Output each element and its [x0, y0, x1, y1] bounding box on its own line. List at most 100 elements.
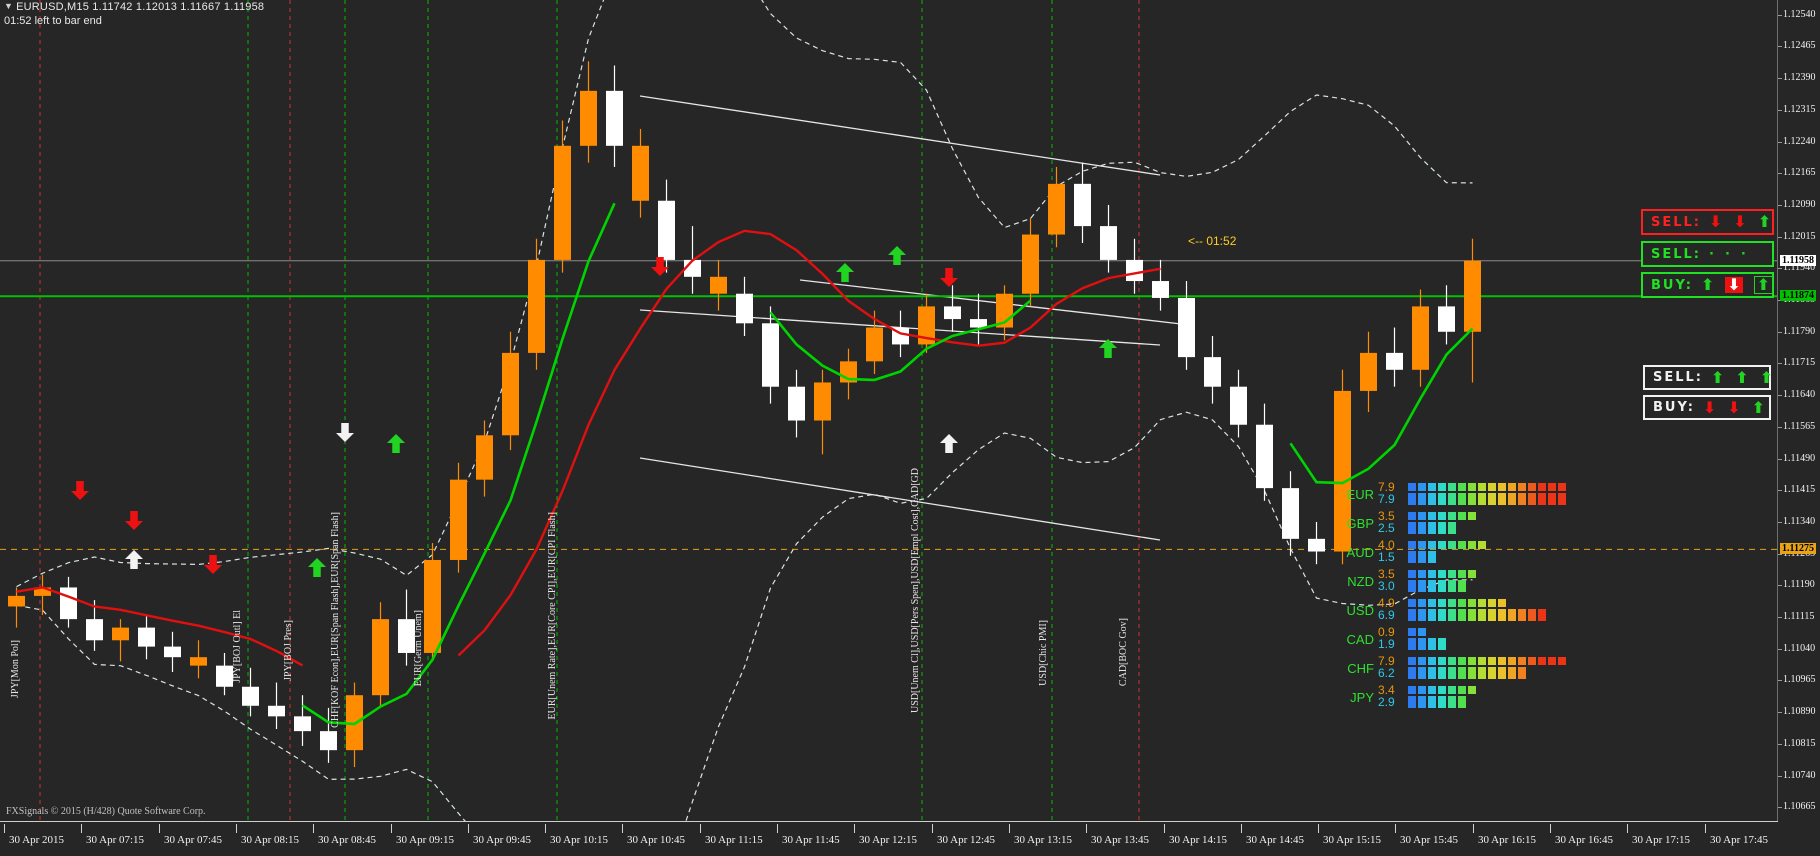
news-event-label: EUR[Germ Unem] — [413, 610, 424, 687]
price-tick — [1778, 427, 1782, 428]
meter-segment — [1408, 638, 1416, 650]
news-event-label: JPY[Mon Pol] — [10, 640, 21, 699]
currency-bar-top — [1408, 657, 1566, 665]
time-tick — [1395, 824, 1396, 833]
time-tick — [81, 824, 82, 833]
candle-body — [1126, 259, 1143, 282]
currency-value-top: 3.4 — [1378, 683, 1395, 697]
meter-segment — [1418, 599, 1426, 607]
currency-value-top: 4.0 — [1378, 538, 1395, 552]
signal-box-sell-white[interactable]: SELL: ⬆ ⬆ ⬆ — [1643, 365, 1773, 390]
currency-value-bottom: 1.5 — [1378, 550, 1395, 564]
meter-segment — [1428, 512, 1436, 520]
candle-body — [86, 619, 103, 641]
meter-segment — [1538, 493, 1546, 505]
price-tick-label: 1.12090 — [1783, 199, 1816, 210]
arrow-up-icon: ⬆ — [1700, 275, 1715, 294]
arrow-down-icon: ⬇ — [1733, 212, 1747, 231]
meter-segment — [1438, 483, 1446, 491]
price-tick — [1778, 712, 1782, 713]
meter-segment — [1468, 570, 1476, 578]
time-tick — [391, 824, 392, 833]
meter-segment — [1548, 483, 1556, 491]
currency-value-top: 7.9 — [1378, 480, 1395, 494]
meter-segment — [1448, 686, 1456, 694]
meter-segment — [1478, 493, 1486, 505]
chart-plot-area[interactable]: JPY[Mon Pol] JPY[BOJ Outl] El JPY[BOJ Pres… — [0, 0, 1778, 822]
time-tick — [622, 824, 623, 833]
price-tick — [1778, 617, 1782, 618]
price-tick-label: 1.10890 — [1783, 706, 1816, 717]
currency-value-bottom: 6.2 — [1378, 666, 1395, 680]
currency-value-top: 4.9 — [1378, 596, 1395, 610]
meter-segment — [1418, 628, 1426, 636]
price-tick-label: 1.12015 — [1783, 231, 1816, 242]
signal-box-buy-green[interactable]: BUY: ⬆ ⬇ ⬆ — [1641, 272, 1774, 298]
meter-segment — [1458, 570, 1466, 578]
meter-segment — [1408, 512, 1416, 520]
currency-value-bottom: 2.5 — [1378, 521, 1395, 535]
meter-segment — [1418, 551, 1426, 563]
signal-box-sell-green[interactable]: SELL: · · · — [1641, 241, 1774, 267]
currency-meter-row: AUD 4.0 1.5 — [1340, 538, 1780, 568]
time-tick — [700, 824, 701, 833]
price-tick-label: 1.11190 — [1783, 579, 1815, 590]
time-tick — [854, 824, 855, 833]
meter-segment — [1418, 609, 1426, 621]
meter-segment — [1448, 493, 1456, 505]
signal-box-sell-red[interactable]: SELL: ⬇ ⬇ ⬆ — [1641, 209, 1774, 235]
meter-segment — [1428, 493, 1436, 505]
candle-body — [1022, 234, 1039, 294]
green-moving-average-seg1 — [301, 202, 616, 726]
price-tick-label: 1.11940 — [1783, 262, 1816, 273]
price-tick-label: 1.11040 — [1783, 643, 1816, 654]
time-tick — [1164, 824, 1165, 833]
time-tick-label: 30 Apr 12:15 — [859, 834, 918, 846]
time-scale[interactable]: 30 Apr 2015 30 Apr 07:15 30 Apr 07:45 30 Ap… — [0, 821, 1778, 856]
meter-segment — [1408, 580, 1416, 592]
time-tick-label: 30 Apr 10:45 — [627, 834, 686, 846]
meter-segment — [1548, 657, 1556, 665]
candle-body — [1282, 488, 1299, 539]
meter-segment — [1458, 512, 1466, 520]
meter-segment — [1438, 541, 1446, 549]
price-tick-label: 1.10665 — [1783, 801, 1816, 812]
currency-bar-bottom — [1408, 551, 1436, 563]
time-tick-label: 30 Apr 12:45 — [937, 834, 996, 846]
price-tick — [1778, 680, 1782, 681]
red-moving-average-seg1 — [16, 586, 304, 667]
meter-segment — [1438, 638, 1446, 650]
meter-segment — [1418, 541, 1426, 549]
triangle-down-icon[interactable]: ▼ — [4, 1, 14, 11]
news-event-label: JPY[BOJ Pres] — [283, 620, 294, 681]
price-tick — [1778, 332, 1782, 333]
meter-segment — [1558, 657, 1566, 665]
trend-line — [799, 279, 1191, 326]
meter-segment — [1408, 551, 1416, 563]
meter-segment — [1408, 493, 1416, 505]
currency-value-top: 7.9 — [1378, 654, 1395, 668]
trend-line — [639, 457, 1161, 541]
signal-box-buy-white[interactable]: BUY: ⬇ ⬇ ⬆ — [1643, 395, 1771, 420]
candle-body — [1308, 538, 1325, 552]
price-scale[interactable]: 1.12540 1.12465 1.12390 1.12315 1.12240 1.121… — [1777, 0, 1820, 822]
meter-segment — [1488, 609, 1496, 621]
meter-segment — [1408, 657, 1416, 665]
time-tick — [1009, 824, 1010, 833]
meter-segment — [1558, 493, 1566, 505]
meter-segment — [1488, 483, 1496, 491]
meter-segment — [1498, 667, 1506, 679]
currency-bar-bottom — [1408, 522, 1456, 534]
currency-meter-row: GBP 3.5 2.5 — [1340, 509, 1780, 539]
time-tick-label: 30 Apr 17:45 — [1710, 834, 1769, 846]
currency-meter-row: NZD 3.5 3.0 — [1340, 567, 1780, 597]
signal-arrow-up — [125, 550, 143, 569]
candle-body — [1256, 424, 1273, 489]
candle-body — [580, 90, 597, 146]
signal-arrow-up — [1099, 339, 1117, 358]
currency-bar-bottom — [1408, 609, 1546, 621]
price-tick-label: 1.11415 — [1783, 484, 1816, 495]
time-tick — [313, 824, 314, 833]
signal-arrows: ⬆ ⬇ ⬆ — [1700, 275, 1774, 294]
meter-segment — [1408, 609, 1416, 621]
